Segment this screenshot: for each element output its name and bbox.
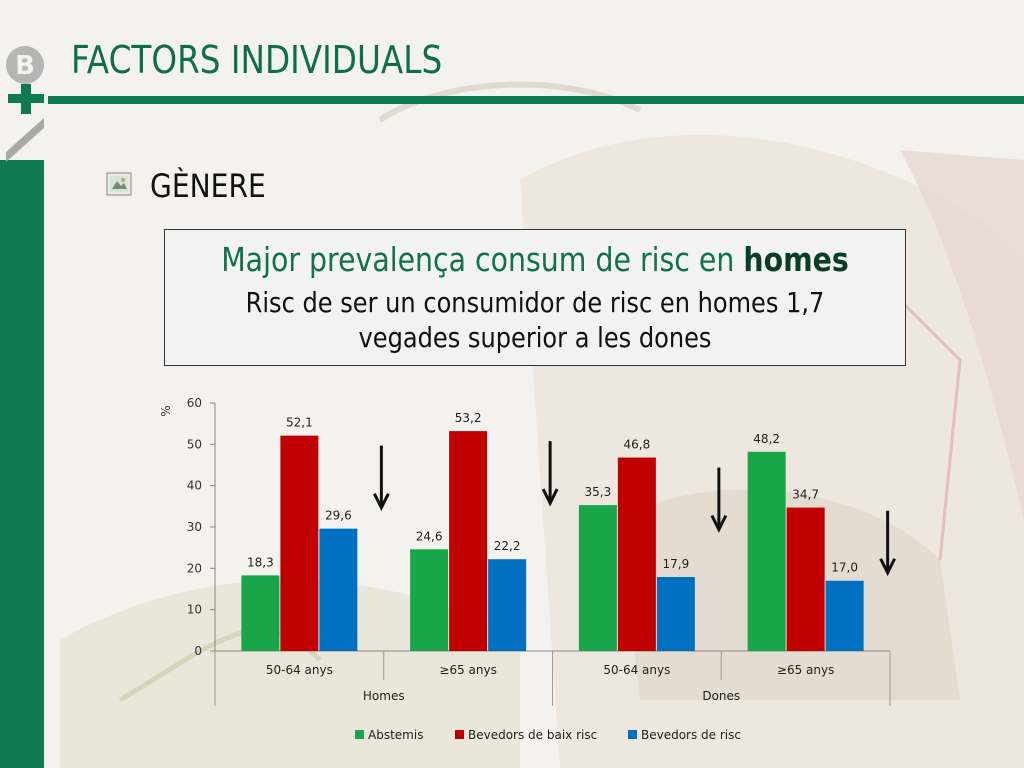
y-tick-label: 0 xyxy=(194,644,202,658)
bar xyxy=(786,507,825,651)
x-group-label: Dones xyxy=(702,689,740,703)
data-label: 17,0 xyxy=(831,561,858,575)
down-arrow-head xyxy=(879,558,896,577)
data-label: 22,2 xyxy=(494,539,521,553)
data-label: 18,3 xyxy=(247,555,274,569)
bar xyxy=(488,559,527,651)
title-divider xyxy=(48,96,1024,104)
legend-label: Bevedors de baix risc xyxy=(468,728,597,742)
x-tick-label: 50-64 anys xyxy=(266,663,333,677)
y-tick-label: 50 xyxy=(187,437,202,451)
headline-emphasis: homes xyxy=(743,240,849,279)
data-label: 34,7 xyxy=(792,488,819,502)
down-arrow-head xyxy=(541,488,559,507)
down-arrow-head xyxy=(710,514,728,533)
legend-label: Abstemis xyxy=(368,728,423,742)
key-finding-box: Major prevalença consum de risc en homes… xyxy=(164,229,906,366)
key-finding-body: Risc de ser un consumidor de risc en hom… xyxy=(245,286,825,354)
bar xyxy=(578,505,617,651)
data-label: 48,2 xyxy=(753,432,780,446)
b-plus-logo: B xyxy=(6,46,44,162)
side-bar xyxy=(0,160,44,768)
data-label: 52,1 xyxy=(286,416,313,430)
data-label: 46,8 xyxy=(624,438,651,452)
down-arrow-head xyxy=(373,492,390,512)
bar xyxy=(617,457,656,651)
prevalence-bar-chart: 0 10 20 30 40 50 60% 50-64 anys ≥65 anys 50-64 an… xyxy=(159,396,896,742)
legend-swatch xyxy=(628,730,637,739)
bar xyxy=(747,451,786,651)
data-label: 29,6 xyxy=(325,509,352,523)
x-tick-label: ≥65 anys xyxy=(439,663,496,677)
bar xyxy=(280,435,319,651)
data-label: 17,9 xyxy=(663,557,690,571)
picture-bullet-icon xyxy=(106,172,132,196)
legend-label: Bevedors de risc xyxy=(641,728,741,742)
x-tick-label: 50-64 anys xyxy=(603,663,670,677)
section-heading: GÈNERE xyxy=(150,167,266,205)
y-tick-label: 60 xyxy=(187,396,202,410)
bar xyxy=(825,580,864,651)
data-label: 53,2 xyxy=(455,411,482,425)
y-tick-label: 40 xyxy=(187,479,202,493)
bar xyxy=(319,528,358,651)
y-axis-title: % xyxy=(159,405,173,416)
headline-prefix: Major prevalença consum de risc en xyxy=(221,240,744,279)
y-tick-label: 10 xyxy=(187,603,202,617)
page-title: FACTORS INDIVIDUALS xyxy=(71,38,443,82)
key-finding-headline: Major prevalença consum de risc en homes xyxy=(217,240,853,279)
legend-swatch xyxy=(355,730,364,739)
y-tick-label: 20 xyxy=(187,561,202,575)
bar xyxy=(656,577,695,651)
x-group-label: Homes xyxy=(363,689,405,703)
bar xyxy=(449,431,488,651)
svg-text:B: B xyxy=(15,51,35,81)
bar xyxy=(241,575,280,651)
data-label: 24,6 xyxy=(416,529,443,543)
data-label: 35,3 xyxy=(585,485,612,499)
x-tick-label: ≥65 anys xyxy=(777,663,834,677)
bar xyxy=(410,549,449,651)
y-tick-label: 30 xyxy=(187,520,202,534)
legend-swatch xyxy=(455,730,464,739)
